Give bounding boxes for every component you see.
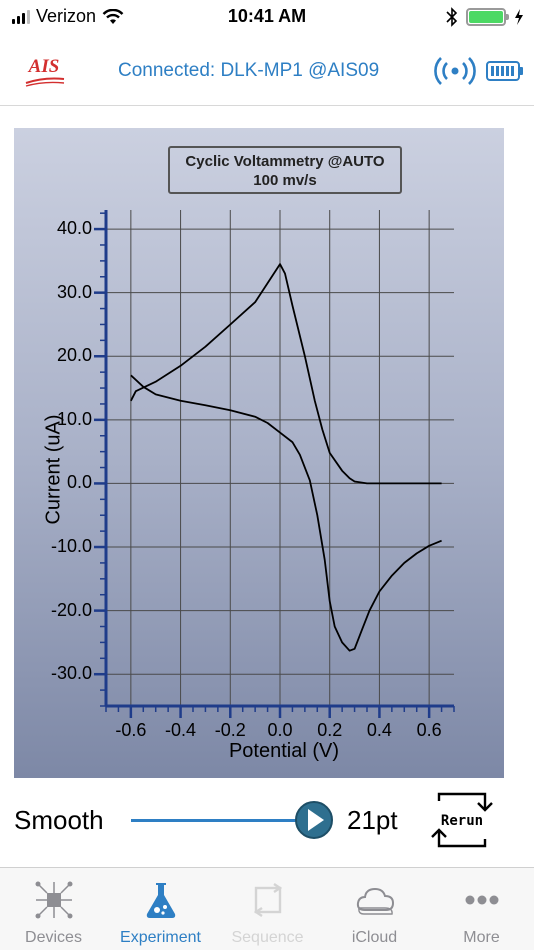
cv-curve-1 bbox=[130, 374, 442, 652]
cell-signal-icon bbox=[12, 9, 30, 24]
x-tick-label: 0.6 bbox=[416, 720, 442, 740]
tab-devices[interactable]: Devices bbox=[0, 868, 107, 950]
tab-more[interactable]: More bbox=[428, 868, 534, 950]
y-tick-label: -30.0 bbox=[50, 663, 92, 684]
y-tick-label: -20.0 bbox=[50, 599, 92, 620]
chart-subtitle: 100 mv/s bbox=[253, 172, 317, 189]
y-tick-label: 30.0 bbox=[56, 281, 92, 302]
status-right bbox=[446, 7, 524, 27]
logo-text: AIS bbox=[28, 56, 60, 77]
tab-sequence[interactable]: Sequence bbox=[214, 868, 321, 950]
tab-icloud[interactable]: iCloud bbox=[321, 868, 428, 950]
chart-title-box: Cyclic Voltammetry @AUTO 100 mv/s bbox=[168, 146, 402, 194]
status-time: 10:41 AM bbox=[227, 6, 307, 26]
connection-status: Connected: DLK-MP1 @AIS09 bbox=[118, 60, 380, 81]
smooth-slider-thumb[interactable] bbox=[294, 800, 334, 840]
devices-icon bbox=[35, 881, 73, 919]
ais-logo: AIS bbox=[24, 50, 66, 90]
status-left: Verizon bbox=[12, 6, 124, 27]
y-tick-label: 20.0 bbox=[56, 345, 92, 366]
sequence-icon bbox=[253, 883, 283, 917]
flask-icon bbox=[146, 883, 176, 918]
y-tick-label: 0.0 bbox=[66, 472, 92, 493]
x-tick-label: 0.2 bbox=[317, 720, 343, 740]
smooth-slider-track[interactable] bbox=[131, 819, 313, 822]
app-header: AIS Connected: DLK-MP1 @AIS09 bbox=[0, 36, 534, 106]
x-axis-title: Potential (V) bbox=[228, 740, 340, 762]
smooth-value: 21pt bbox=[347, 805, 398, 835]
x-tick-label: -0.2 bbox=[214, 720, 246, 740]
voltammetry-chart[interactable]: Cyclic Voltammetry @AUTO 100 mv/s 40.0 30… bbox=[14, 128, 504, 778]
tab-label-devices: Devices bbox=[25, 929, 82, 946]
x-tick-label: 0.4 bbox=[366, 720, 392, 740]
rerun-label: Rerun bbox=[441, 813, 483, 829]
smooth-label: Smooth bbox=[14, 805, 104, 835]
x-tick-label: -0.6 bbox=[115, 720, 147, 740]
carrier-name: Verizon bbox=[36, 6, 97, 26]
cloud-icon bbox=[356, 887, 395, 915]
x-tick-label: -0.4 bbox=[165, 720, 197, 740]
tab-label-sequence: Sequence bbox=[231, 929, 304, 946]
tab-label-experiment: Experiment bbox=[120, 929, 201, 946]
tab-label-more: More bbox=[463, 929, 500, 946]
bluetooth-icon bbox=[446, 7, 458, 27]
y-tick-label: -10.0 bbox=[50, 536, 92, 557]
broadcast-signal-icon[interactable] bbox=[432, 56, 478, 86]
y-tick-label: 40.0 bbox=[56, 218, 92, 239]
tab-bar: Devices Experiment Sequence iCloud More bbox=[0, 867, 534, 950]
cv-curve-0 bbox=[130, 263, 442, 485]
tab-experiment[interactable]: Experiment bbox=[107, 868, 214, 950]
device-battery-icon bbox=[486, 61, 523, 81]
more-icon bbox=[465, 895, 499, 905]
charging-bolt-icon bbox=[515, 9, 523, 25]
y-axis-title: Current (uA) bbox=[42, 414, 65, 525]
tab-label-icloud: iCloud bbox=[351, 929, 398, 946]
phone-battery-icon bbox=[466, 8, 509, 26]
chart-title: Cyclic Voltammetry @AUTO bbox=[185, 153, 385, 170]
status-bar: Verizon 10:41 AM bbox=[0, 0, 534, 36]
chart-plot bbox=[94, 210, 455, 718]
y-tick-label: 10.0 bbox=[56, 408, 92, 429]
wifi-icon bbox=[102, 8, 124, 24]
rerun-button[interactable]: Rerun bbox=[431, 789, 493, 851]
x-tick-label: 0.0 bbox=[267, 720, 293, 740]
